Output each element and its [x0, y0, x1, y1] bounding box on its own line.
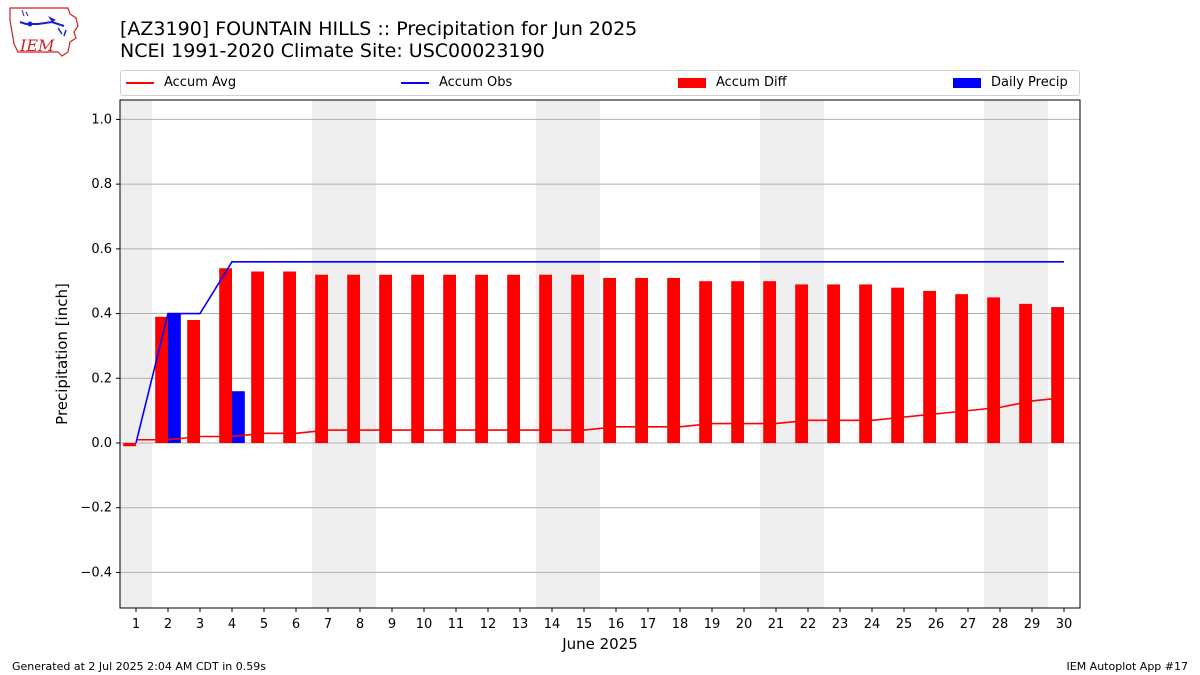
- line-accum-obs: [135, 260, 1064, 444]
- bar-accum-diff: [923, 290, 936, 443]
- y-tick-label: 0.0: [91, 436, 112, 451]
- x-tick-label: 24: [864, 617, 881, 632]
- bar-accum-diff: [123, 442, 136, 447]
- iowa-map-icon: [9, 7, 79, 57]
- x-tick-label: 5: [260, 617, 268, 632]
- x-tick-label: 2: [164, 617, 172, 632]
- x-tick-label: 18: [672, 617, 689, 632]
- logo-text: IEM: [20, 36, 55, 55]
- legend-label: Accum Obs: [439, 75, 513, 90]
- bar-accum-diff: [667, 277, 680, 443]
- x-tick-label: 11: [448, 617, 465, 632]
- bar-accum-diff: [859, 284, 872, 443]
- x-tick-label: 17: [640, 617, 657, 632]
- bar-accum-diff: [635, 277, 648, 443]
- legend-swatch: [678, 77, 706, 88]
- bar-daily-precip: [232, 391, 245, 443]
- x-tick-label: 4: [228, 617, 236, 632]
- bar-accum-diff: [283, 271, 296, 443]
- x-tick-label: 9: [388, 617, 396, 632]
- x-tick-label: 12: [480, 617, 497, 632]
- x-tick-label: 13: [512, 617, 529, 632]
- bar-accum-diff: [763, 281, 776, 443]
- x-tick-label: 16: [608, 617, 625, 632]
- x-tick-label: 20: [736, 617, 753, 632]
- x-tick-label: 15: [576, 617, 593, 632]
- legend-label: Daily Precip: [991, 75, 1068, 90]
- bar-accum-diff: [891, 287, 904, 443]
- bar-accum-diff: [475, 274, 488, 443]
- legend-item-accum-obs: Accum Obs: [401, 74, 512, 92]
- legend-item-daily-precip: Daily Precip: [953, 74, 1068, 92]
- x-tick-label: 10: [416, 617, 433, 632]
- bar-accum-diff: [955, 294, 968, 443]
- x-tick-label: 6: [292, 617, 300, 632]
- bar-accum-diff: [1019, 303, 1032, 443]
- x-tick-label: 29: [1024, 617, 1041, 632]
- x-tick-label: 21: [768, 617, 785, 632]
- iem-logo: [8, 6, 82, 60]
- y-axis-label: Precipitation [inch]: [53, 283, 71, 425]
- bar-accum-diff: [571, 274, 584, 443]
- y-tick-label: 1.0: [91, 112, 112, 127]
- x-tick-label: 22: [800, 617, 817, 632]
- legend-swatch: [953, 77, 981, 88]
- bar-accum-diff: [539, 274, 552, 443]
- bar-accum-diff: [1051, 307, 1064, 443]
- bar-accum-diff: [155, 316, 168, 443]
- bar-accum-diff: [795, 284, 808, 443]
- weekend-shade: [120, 100, 152, 608]
- x-tick-label: 28: [992, 617, 1009, 632]
- bar-accum-diff: [347, 274, 360, 443]
- bar-daily-precip: [168, 313, 181, 443]
- footer-app: IEM Autoplot App #17: [1066, 660, 1189, 673]
- x-axis-label: June 2025: [562, 635, 638, 653]
- x-tick-label: 3: [196, 617, 204, 632]
- y-tick-label: 0.4: [91, 307, 112, 322]
- x-tick-label: 23: [832, 617, 849, 632]
- legend-swatch: [401, 81, 429, 84]
- bar-accum-diff: [699, 281, 712, 443]
- x-tick-label: 25: [896, 617, 913, 632]
- legend-item-accum-diff: Accum Diff: [678, 74, 787, 92]
- bar-accum-diff: [187, 320, 200, 443]
- x-tick-label: 26: [928, 617, 945, 632]
- bar-accum-diff: [507, 274, 520, 443]
- chart-title: [AZ3190] FOUNTAIN HILLS :: Precipitation…: [120, 18, 638, 40]
- chart-subtitle: NCEI 1991-2020 Climate Site: USC00023190: [120, 40, 545, 62]
- legend-label: Accum Diff: [716, 75, 787, 90]
- bar-accum-diff: [315, 274, 328, 443]
- legend-item-accum-avg: Accum Avg: [126, 74, 236, 92]
- x-tick-label: 1: [132, 617, 140, 632]
- x-tick-label: 19: [704, 617, 721, 632]
- plot-frame: [119, 99, 1081, 609]
- bar-accum-diff: [603, 277, 616, 443]
- line-accum-avg: [136, 396, 1065, 441]
- footer-generated: Generated at 2 Jul 2025 2:04 AM CDT in 0…: [12, 660, 266, 673]
- y-tick-label: 0.6: [91, 242, 112, 257]
- x-tick-label: 8: [356, 617, 364, 632]
- x-tick-label: 7: [324, 617, 332, 632]
- y-tick-label: 0.2: [91, 371, 112, 386]
- bar-accum-diff: [443, 274, 456, 443]
- x-tick-label: 14: [544, 617, 561, 632]
- bar-accum-diff: [411, 274, 424, 443]
- bar-accum-diff: [731, 281, 744, 443]
- x-tick-label: 30: [1056, 617, 1073, 632]
- y-tick-label: 0.8: [91, 177, 112, 192]
- x-tick-label: 27: [960, 617, 977, 632]
- legend-swatch: [126, 81, 154, 84]
- legend: Accum Avg Accum Obs Accum Diff Daily Pre…: [120, 70, 1080, 96]
- bar-accum-diff: [219, 268, 232, 443]
- bar-accum-diff: [827, 284, 840, 443]
- bar-accum-diff: [379, 274, 392, 443]
- bar-accum-diff: [251, 271, 264, 443]
- y-tick-label: −0.4: [80, 565, 112, 580]
- bar-accum-diff: [987, 297, 1000, 443]
- y-tick-label: −0.2: [80, 501, 112, 516]
- legend-label: Accum Avg: [164, 75, 237, 90]
